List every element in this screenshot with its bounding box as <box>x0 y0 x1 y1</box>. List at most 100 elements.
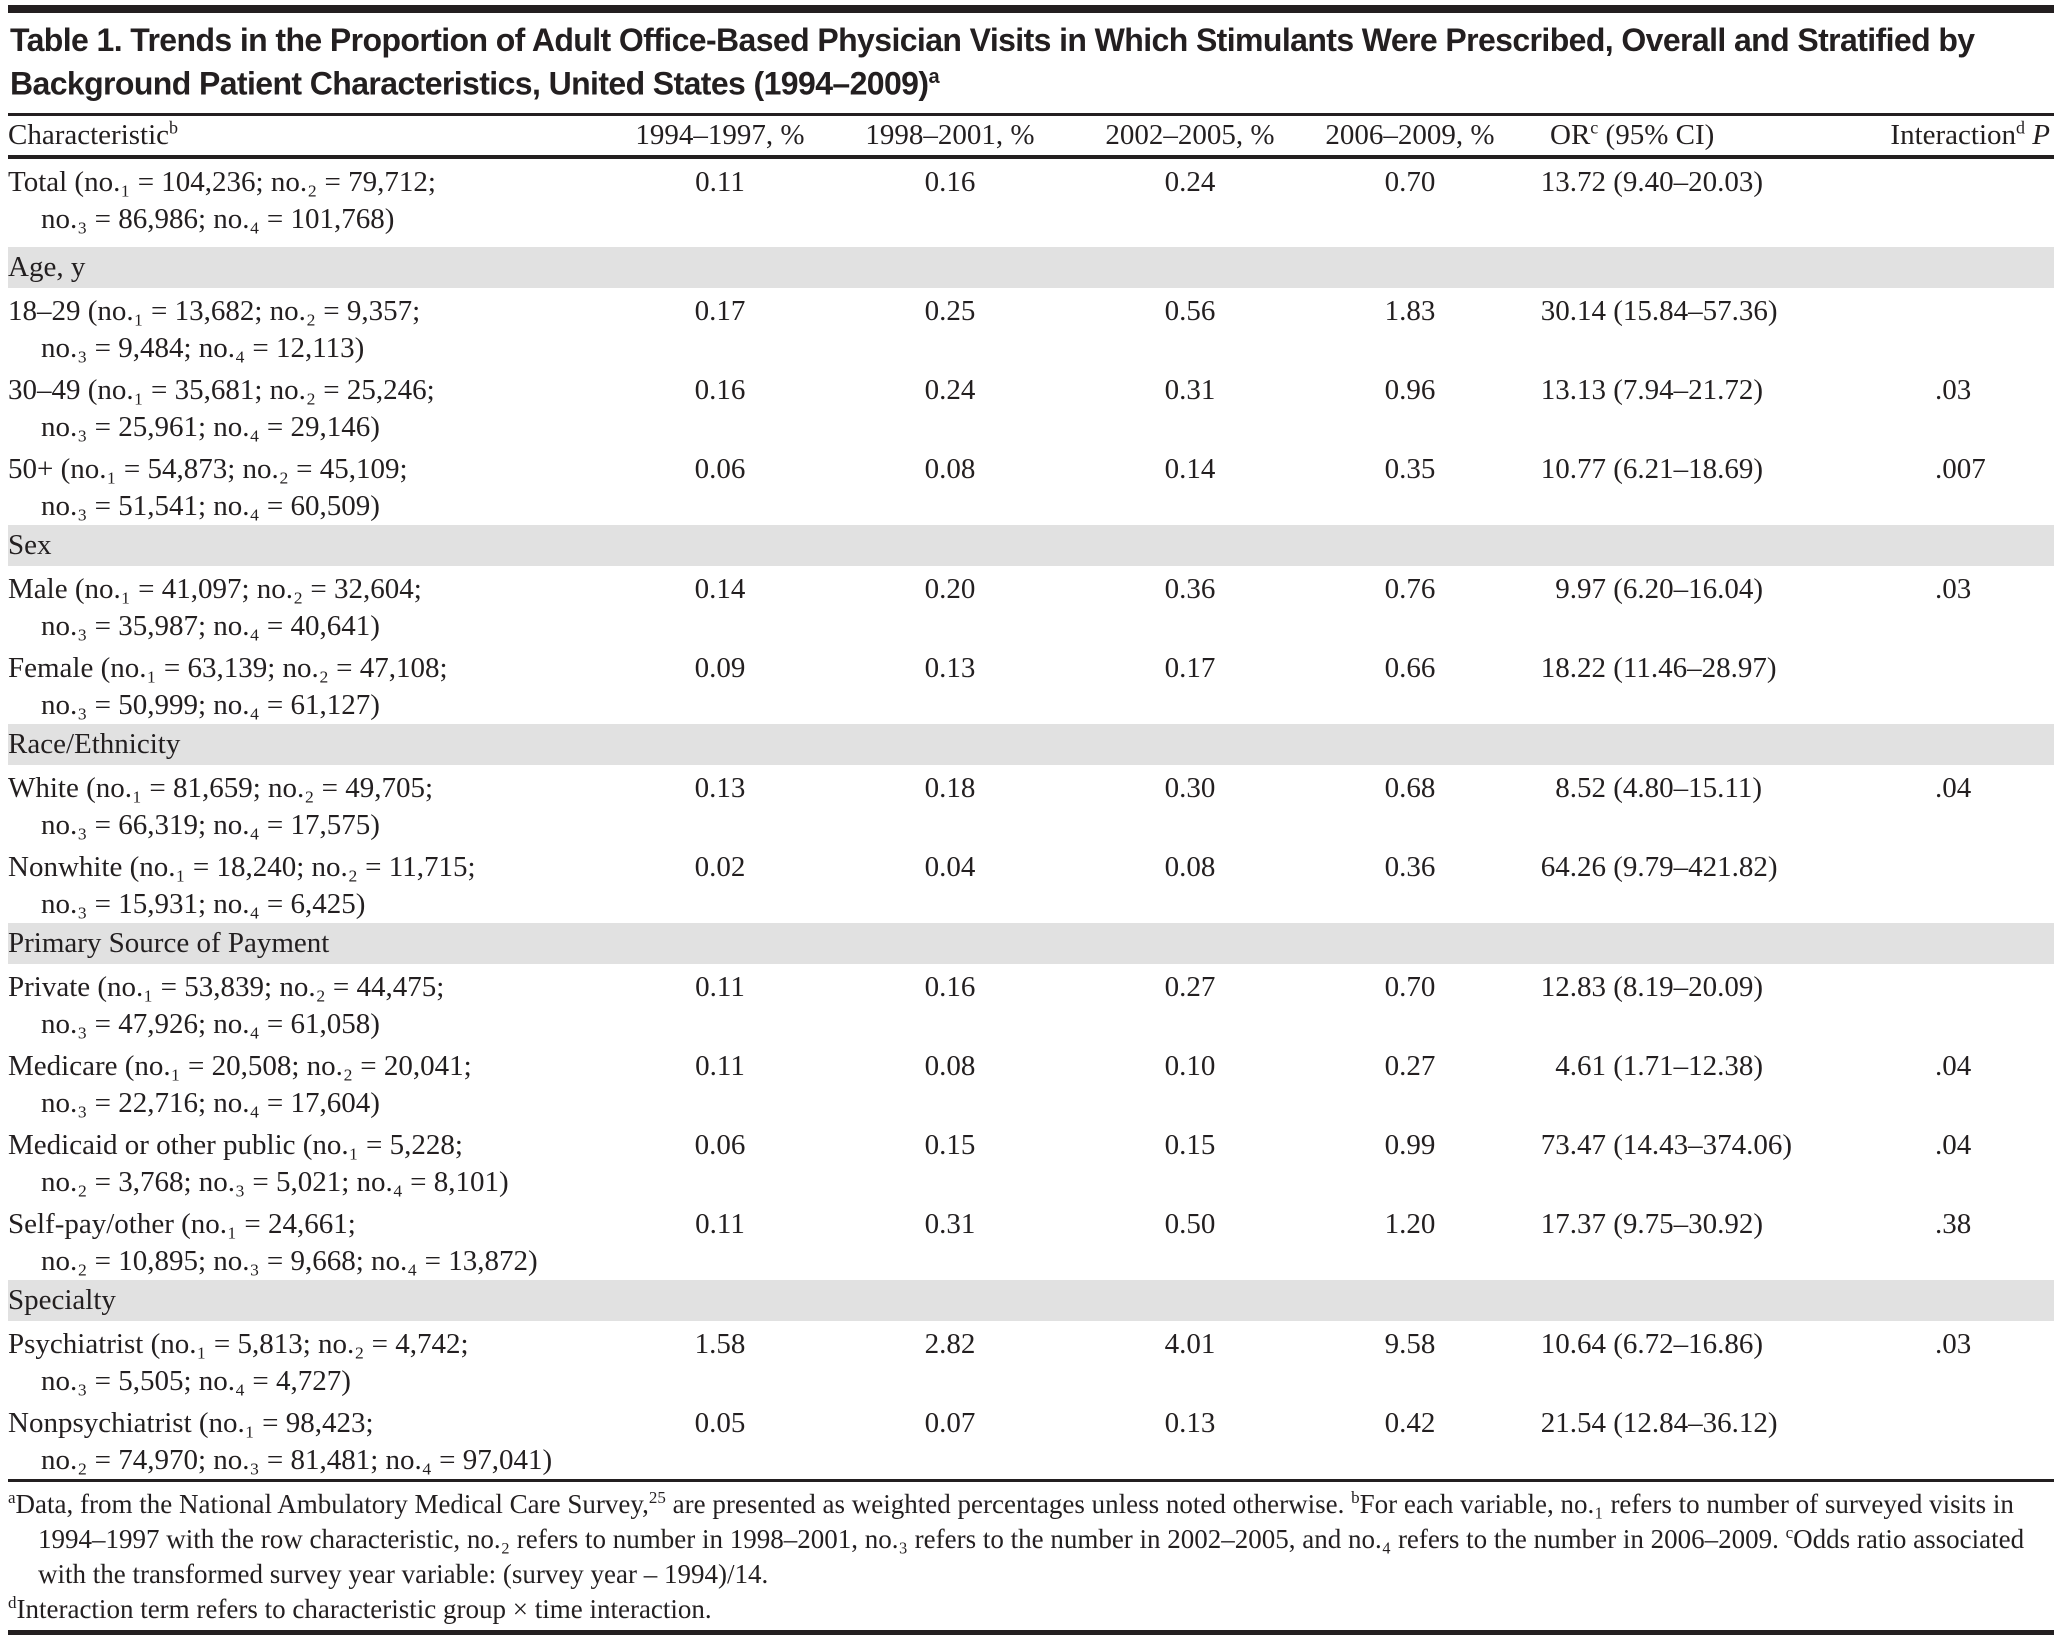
or-ci: (4.80–15.11) <box>1613 772 1762 804</box>
period-2-value: 2.82 <box>924 1328 976 1360</box>
footer-rule <box>8 1479 2054 1482</box>
or-ci: (15.84–57.36) <box>1613 295 1778 327</box>
period-4-value: 0.42 <box>1384 1407 1436 1439</box>
characteristic-cell: Total (no.₁ = 104,236; no.₂ = 79,712; no.… <box>8 157 630 247</box>
or-ci: (6.21–18.69) <box>1613 453 1764 485</box>
or-estimate: 73.47 <box>1540 1129 1606 1161</box>
period-3-value: 0.50 <box>1164 1208 1216 1240</box>
period-1-value: 0.11 <box>695 166 745 198</box>
table-row: Self-pay/other (no.₁ = 24,661; no.₂ = 10,… <box>8 1201 2054 1280</box>
interaction-p-value <box>1880 844 2054 923</box>
or-estimate: 9.97 <box>1555 573 1606 605</box>
or-estimate: 64.26 <box>1540 851 1606 883</box>
section-title: Primary Source of Payment <box>8 923 2054 964</box>
characteristic-cell: Nonpsychiatrist (no.₁ = 98,423; no.₂ = 74… <box>8 1400 630 1479</box>
or-ci: (8.19–20.09) <box>1613 971 1764 1003</box>
label-line-2: no.₃ = 22,716; no.₄ = 17,604) <box>41 1087 380 1119</box>
or-ci: (9.79–421.82) <box>1613 851 1778 883</box>
characteristic-cell: Private (no.₁ = 53,839; no.₂ = 44,475; no… <box>8 964 630 1043</box>
interaction-p-value: .04 <box>1935 772 1972 804</box>
period-3-value: 0.13 <box>1164 1407 1216 1439</box>
period-3-value: 0.56 <box>1164 295 1216 327</box>
or-cell: 30.14 (15.84–57.36) <box>1530 288 1880 367</box>
period-2-value: 0.25 <box>924 295 976 327</box>
period-1-value: 0.11 <box>695 971 745 1003</box>
period-1-value: 0.05 <box>694 1407 746 1439</box>
or-estimate: 17.37 <box>1540 1208 1606 1240</box>
period-3-value: 0.36 <box>1164 573 1216 605</box>
period-3-value: 0.15 <box>1164 1129 1216 1161</box>
period-4-value: 0.96 <box>1384 374 1436 406</box>
or-estimate: 12.83 <box>1540 971 1606 1003</box>
or-cell: 9.97 (6.20–16.04) <box>1530 566 1880 645</box>
interaction-p-value: .03 <box>1935 374 1972 406</box>
period-2-value: 0.08 <box>924 1050 976 1082</box>
interaction-p-value <box>1880 645 2054 724</box>
label-line-1: Nonpsychiatrist (no.₁ = 98,423; <box>8 1407 374 1439</box>
period-3-value: 0.14 <box>1164 453 1216 485</box>
interaction-p-value: .03 <box>1935 573 1972 605</box>
table-row: Psychiatrist (no.₁ = 5,813; no.₂ = 4,742… <box>8 1321 2054 1400</box>
label-line-1: Nonwhite (no.₁ = 18,240; no.₂ = 11,715; <box>8 851 476 883</box>
period-2-value: 0.18 <box>924 772 976 804</box>
or-ci: (9.40–20.03) <box>1613 166 1764 198</box>
characteristic-cell: Nonwhite (no.₁ = 18,240; no.₂ = 11,715; n… <box>8 844 630 923</box>
label-line-2: no.₂ = 3,768; no.₃ = 5,021; no.₄ = 8,101… <box>41 1166 509 1198</box>
table-row: Private (no.₁ = 53,839; no.₂ = 44,475; no… <box>8 964 2054 1043</box>
section-row: Race/Ethnicity <box>8 724 2054 765</box>
label-line-2: no.₃ = 35,987; no.₄ = 40,641) <box>41 610 380 642</box>
interaction-p-value: .007 <box>1935 453 1986 485</box>
table-row: 30–49 (no.₁ = 35,681; no.₂ = 25,246; no.₃… <box>8 367 2054 446</box>
or-cell: 8.52 (4.80–15.11) <box>1530 765 1880 844</box>
or-ci: (1.71–12.38) <box>1613 1050 1764 1082</box>
label-line-1: Medicaid or other public (no.₁ = 5,228; <box>8 1129 463 1161</box>
or-ci: (14.43–374.06) <box>1613 1129 1793 1161</box>
period-2-value: 0.13 <box>924 652 976 684</box>
label-line-2: no.₃ = 50,999; no.₄ = 61,127) <box>41 689 380 721</box>
period-3-value: 0.27 <box>1164 971 1216 1003</box>
footnote-mark: a <box>928 66 939 88</box>
label-line-1: 30–49 (no.₁ = 35,681; no.₂ = 25,246; <box>8 374 435 406</box>
period-4-value: 9.58 <box>1384 1328 1436 1360</box>
period-4-value: 0.66 <box>1384 652 1436 684</box>
or-cell: 73.47 (14.43–374.06) <box>1530 1122 1880 1201</box>
period-4-value: 1.20 <box>1384 1208 1436 1240</box>
or-estimate: 8.52 <box>1555 772 1606 804</box>
interaction-p-value: .04 <box>1935 1050 1972 1082</box>
header-period-3: 2002–2005, % <box>1090 113 1290 159</box>
label-line-2: no.₃ = 15,931; no.₄ = 6,425) <box>41 888 366 920</box>
or-estimate: 30.14 <box>1540 295 1606 327</box>
label-line-1: Total (no.₁ = 104,236; no.₂ = 79,712; <box>8 166 436 198</box>
label-line-1: Self-pay/other (no.₁ = 24,661; <box>8 1208 356 1240</box>
interaction-p-value <box>1880 1400 2054 1479</box>
period-3-value: 4.01 <box>1164 1328 1216 1360</box>
table-row: Nonwhite (no.₁ = 18,240; no.₂ = 11,715; n… <box>8 844 2054 923</box>
or-cell: 18.22 (11.46–28.97) <box>1530 645 1880 724</box>
characteristic-cell: Medicaid or other public (no.₁ = 5,228; n… <box>8 1122 630 1201</box>
label-line-1: 50+ (no.₁ = 54,873; no.₂ = 45,109; <box>8 453 408 485</box>
or-ci: (7.94–21.72) <box>1613 374 1764 406</box>
period-4-value: 0.35 <box>1384 453 1436 485</box>
label-line-1: Private (no.₁ = 53,839; no.₂ = 44,475; <box>8 971 445 1003</box>
table-row: 50+ (no.₁ = 54,873; no.₂ = 45,109; no.₃ =… <box>8 446 2054 525</box>
interaction-p-value <box>1880 157 2054 247</box>
or-cell: 12.83 (8.19–20.09) <box>1530 964 1880 1043</box>
characteristic-cell: Psychiatrist (no.₁ = 5,813; no.₂ = 4,742… <box>8 1321 630 1400</box>
or-estimate: 4.61 <box>1555 1050 1606 1082</box>
footnote-text: aData, from the National Ambulatory Medi… <box>8 1488 2025 1589</box>
or-estimate: 21.54 <box>1540 1407 1606 1439</box>
or-cell: 13.13 (7.94–21.72) <box>1530 367 1880 446</box>
period-3-value: 0.30 <box>1164 772 1216 804</box>
period-3-value: 0.31 <box>1164 374 1216 406</box>
characteristic-cell: 30–49 (no.₁ = 35,681; no.₂ = 25,246; no.₃… <box>8 367 630 446</box>
characteristic-cell: White (no.₁ = 81,659; no.₂ = 49,705; no.₃… <box>8 765 630 844</box>
or-ci: (11.46–28.97) <box>1613 652 1777 684</box>
period-1-value: 0.16 <box>694 374 746 406</box>
period-3-value: 0.24 <box>1164 166 1216 198</box>
label-line-2: no.₃ = 66,319; no.₄ = 17,575) <box>41 809 380 841</box>
table-row: White (no.₁ = 81,659; no.₂ = 49,705; no.₃… <box>8 765 2054 844</box>
interaction-p-value <box>1880 964 2054 1043</box>
bottom-rule <box>8 1630 2054 1635</box>
period-3-value: 0.17 <box>1164 652 1216 684</box>
table-row: Female (no.₁ = 63,139; no.₂ = 47,108; no.… <box>8 645 2054 724</box>
